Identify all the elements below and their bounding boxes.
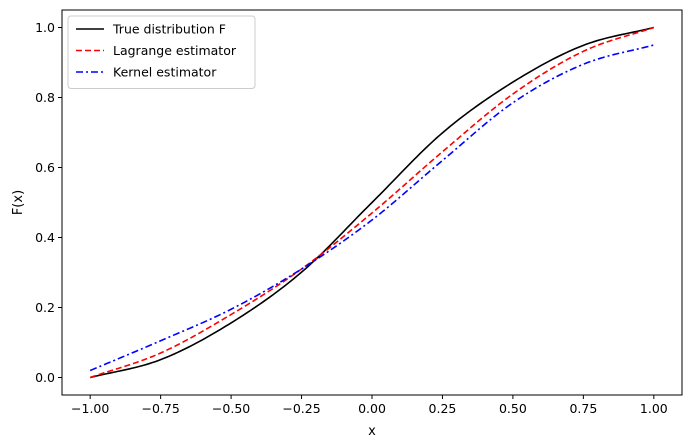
x-tick-label: 0.50 [499,401,527,416]
legend-label: Lagrange estimator [113,43,237,58]
series-lines [89,26,655,379]
x-axis-label: x [368,424,376,439]
y-tick-label: 1.0 [35,20,55,35]
x-tick-label: 0.25 [429,401,457,416]
y-tick-label: 0.0 [35,370,55,385]
legend-label: True distribution F [112,22,226,37]
x-tick-label: −0.75 [141,401,179,416]
series-line-1 [89,26,655,379]
x-tick-label: 0.00 [358,401,386,416]
y-tick-label: 0.4 [35,230,55,245]
x-axis-ticks: −1.00 −0.75 −0.50 −0.25 0.00 0.25 0.50 0.75 1.00 [71,395,668,416]
x-tick-label: 0.75 [569,401,597,416]
legend: True distribution F Lagrange estimator Ker… [67,15,256,89]
series-line-2 [89,26,655,379]
y-tick-label: 0.8 [35,90,55,105]
series-line-3 [89,44,655,372]
y-tick-label: 0.2 [35,300,55,315]
x-tick-label: −0.50 [212,401,250,416]
legend-box [67,15,256,89]
y-axis-ticks: 0.0 0.2 0.4 0.6 0.8 1.0 [35,20,62,385]
x-tick-label: −0.25 [282,401,320,416]
y-tick-label: 0.6 [35,160,55,175]
x-tick-label: 1.00 [640,401,668,416]
y-axis-label: F(x) [11,190,26,215]
x-tick-label: −1.00 [71,401,109,416]
legend-label: Kernel estimator [113,65,217,80]
